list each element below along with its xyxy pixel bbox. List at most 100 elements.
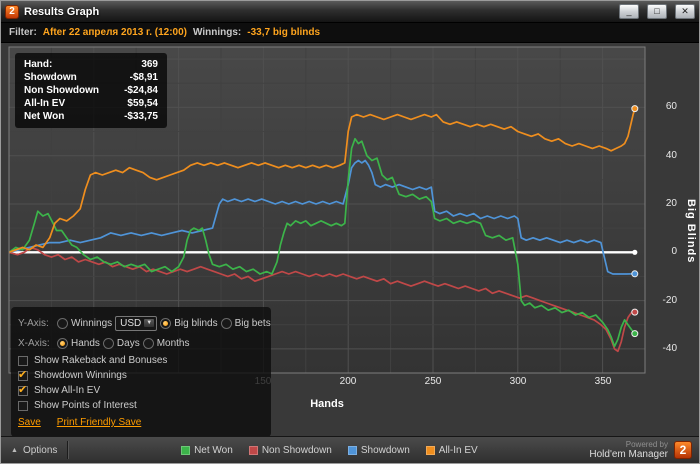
chart-legend: Net Won Non Showdown Showdown All-In EV xyxy=(69,445,589,456)
titlebar: 2 Results Graph _ □ ✕ xyxy=(1,1,699,23)
legend-swatch-icon xyxy=(347,445,357,455)
y-tick-label: 0 xyxy=(671,246,677,257)
options-button-label: Options xyxy=(22,444,58,456)
radio-option-big-bets[interactable]: Big bets xyxy=(220,317,271,329)
y-tick-label: 40 xyxy=(665,150,677,161)
hand-tooltip: Hand: 369 Showdown -$8,91 Non Showdown -… xyxy=(15,53,167,128)
tooltip-value: -$33,75 xyxy=(124,111,158,122)
tooltip-label: Showdown xyxy=(24,72,77,83)
y-axis-row-label: Y-Axis: xyxy=(18,317,49,329)
dropdown-arrow-icon: ▼ xyxy=(144,319,155,327)
x-axis-row: X-Axis: Hands Days Months xyxy=(18,333,264,353)
all-in-ev-checkbox[interactable] xyxy=(18,383,28,396)
days-radio-label: Days xyxy=(116,337,140,349)
legend-label: All-In EV xyxy=(438,444,478,456)
y-tick-label: 20 xyxy=(665,198,677,209)
tooltip-row: Non Showdown -$24,84 xyxy=(24,84,158,97)
tooltip-value: -$8,91 xyxy=(129,72,158,83)
hands-radio[interactable] xyxy=(57,337,68,349)
hm2-logo-badge: 2 xyxy=(674,441,692,459)
legend-label: Non Showdown xyxy=(261,444,332,456)
points-of-interest-checkbox[interactable] xyxy=(18,400,28,411)
tooltip-row: Hand: 369 xyxy=(24,58,158,71)
months-radio[interactable] xyxy=(142,337,154,349)
powered-by-label: Powered by xyxy=(625,440,668,449)
legend-swatch-icon xyxy=(181,445,191,455)
filter-value: After 22 апреля 2013 г. (12:00) xyxy=(42,27,188,38)
radio-option-winnings[interactable]: Winnings xyxy=(57,317,113,329)
radio-option-days[interactable]: Days xyxy=(102,337,140,349)
y-tick-label: -20 xyxy=(662,295,677,306)
currency-select[interactable]: USD ▼ xyxy=(115,315,158,331)
big-bets-radio[interactable] xyxy=(220,317,232,329)
legend-swatch-icon xyxy=(425,445,435,455)
radio-option-big-blinds[interactable]: Big blinds xyxy=(160,317,218,329)
hm2-app-icon: 2 xyxy=(5,4,19,19)
showdown-winnings-checkbox[interactable] xyxy=(18,368,28,381)
filter-bar[interactable]: Filter: After 22 апреля 2013 г. (12:00) … xyxy=(1,23,699,43)
legend-item: Net Won xyxy=(181,445,233,456)
tooltip-value: 369 xyxy=(141,59,158,70)
minimize-button[interactable]: _ xyxy=(619,4,639,19)
maximize-button[interactable]: □ xyxy=(647,4,667,19)
save-link[interactable]: Save xyxy=(18,417,41,428)
winnings-value: -33,7 big blinds xyxy=(247,27,321,38)
legend-swatch-icon xyxy=(248,445,258,455)
radio-option-hands[interactable]: Hands xyxy=(57,337,100,349)
close-button[interactable]: ✕ xyxy=(675,4,695,19)
checkbox-row-all-in-ev[interactable]: Show All-In EV xyxy=(18,383,264,398)
showdown-winnings-checkbox-label: Showdown Winnings xyxy=(34,370,127,381)
tooltip-row: Showdown -$8,91 xyxy=(24,71,158,84)
radio-option-months[interactable]: Months xyxy=(142,337,190,349)
rakeback-checkbox-label: Show Rakeback and Bonuses xyxy=(34,355,168,366)
print-friendly-save-link[interactable]: Print Friendly Save xyxy=(56,417,142,428)
legend-item: Non Showdown xyxy=(248,444,332,456)
all-in-ev-checkbox-label: Show All-In EV xyxy=(34,385,101,396)
y-axis-row: Y-Axis: Winnings USD ▼ Big blinds Big be… xyxy=(18,313,271,333)
tooltip-label: Non Showdown xyxy=(24,85,99,96)
x-tick-label: 200 xyxy=(339,376,357,387)
window-title: Results Graph xyxy=(24,5,100,18)
x-axis-title: Hands xyxy=(310,398,344,410)
winnings-radio-label: Winnings xyxy=(71,317,113,329)
tooltip-label: Hand: xyxy=(24,59,53,70)
checkbox-row-showdown-winnings[interactable]: Showdown Winnings xyxy=(18,368,264,383)
legend-item: All-In EV xyxy=(425,444,478,456)
bottombar-divider xyxy=(67,441,70,459)
legend-label: Showdown xyxy=(360,444,410,456)
y-tick-label: -40 xyxy=(662,343,677,354)
legend-item: Showdown xyxy=(347,444,410,456)
checkbox-row-rakeback[interactable]: Show Rakeback and Bonuses xyxy=(18,353,264,368)
months-radio-label: Months xyxy=(156,337,190,349)
tooltip-label: All-In EV xyxy=(24,98,66,109)
big-bets-radio-label: Big bets xyxy=(234,317,271,329)
points-of-interest-checkbox-label: Show Points of Interest xyxy=(34,400,137,411)
options-button[interactable]: ▲ Options xyxy=(1,437,67,463)
brand-name: Hold'em Manager xyxy=(589,449,668,460)
days-radio[interactable] xyxy=(102,337,114,349)
filter-label: Filter: xyxy=(9,27,37,38)
tooltip-row: Net Won -$33,75 xyxy=(24,110,158,123)
big-blinds-radio[interactable] xyxy=(160,317,172,329)
winnings-radio[interactable] xyxy=(57,317,68,329)
x-tick-label: 300 xyxy=(509,376,527,387)
options-panel: Y-Axis: Winnings USD ▼ Big blinds Big be… xyxy=(11,307,271,437)
chevron-up-icon: ▲ xyxy=(11,446,18,454)
checkbox-row-points-of-interest[interactable]: Show Points of Interest xyxy=(18,398,264,413)
currency-value: USD xyxy=(120,317,142,329)
y-tick-label: 60 xyxy=(665,101,677,112)
x-tick-label: 250 xyxy=(424,376,442,387)
hands-radio-label: Hands xyxy=(71,337,100,349)
y-axis-title: Big Blinds xyxy=(685,199,697,264)
tooltip-value: -$24,84 xyxy=(124,85,158,96)
x-tick-label: 350 xyxy=(594,376,612,387)
x-axis-row-label: X-Axis: xyxy=(18,337,50,349)
tooltip-row: All-In EV $59,54 xyxy=(24,97,158,110)
rakeback-checkbox[interactable] xyxy=(18,355,28,366)
bottom-bar: ▲ Options Net Won Non Showdown Showdown All… xyxy=(1,436,699,463)
tooltip-label: Net Won xyxy=(24,111,65,122)
big-blinds-radio-label: Big blinds xyxy=(174,317,218,329)
powered-by-block: Powered by Hold'em Manager 2 xyxy=(589,440,699,460)
